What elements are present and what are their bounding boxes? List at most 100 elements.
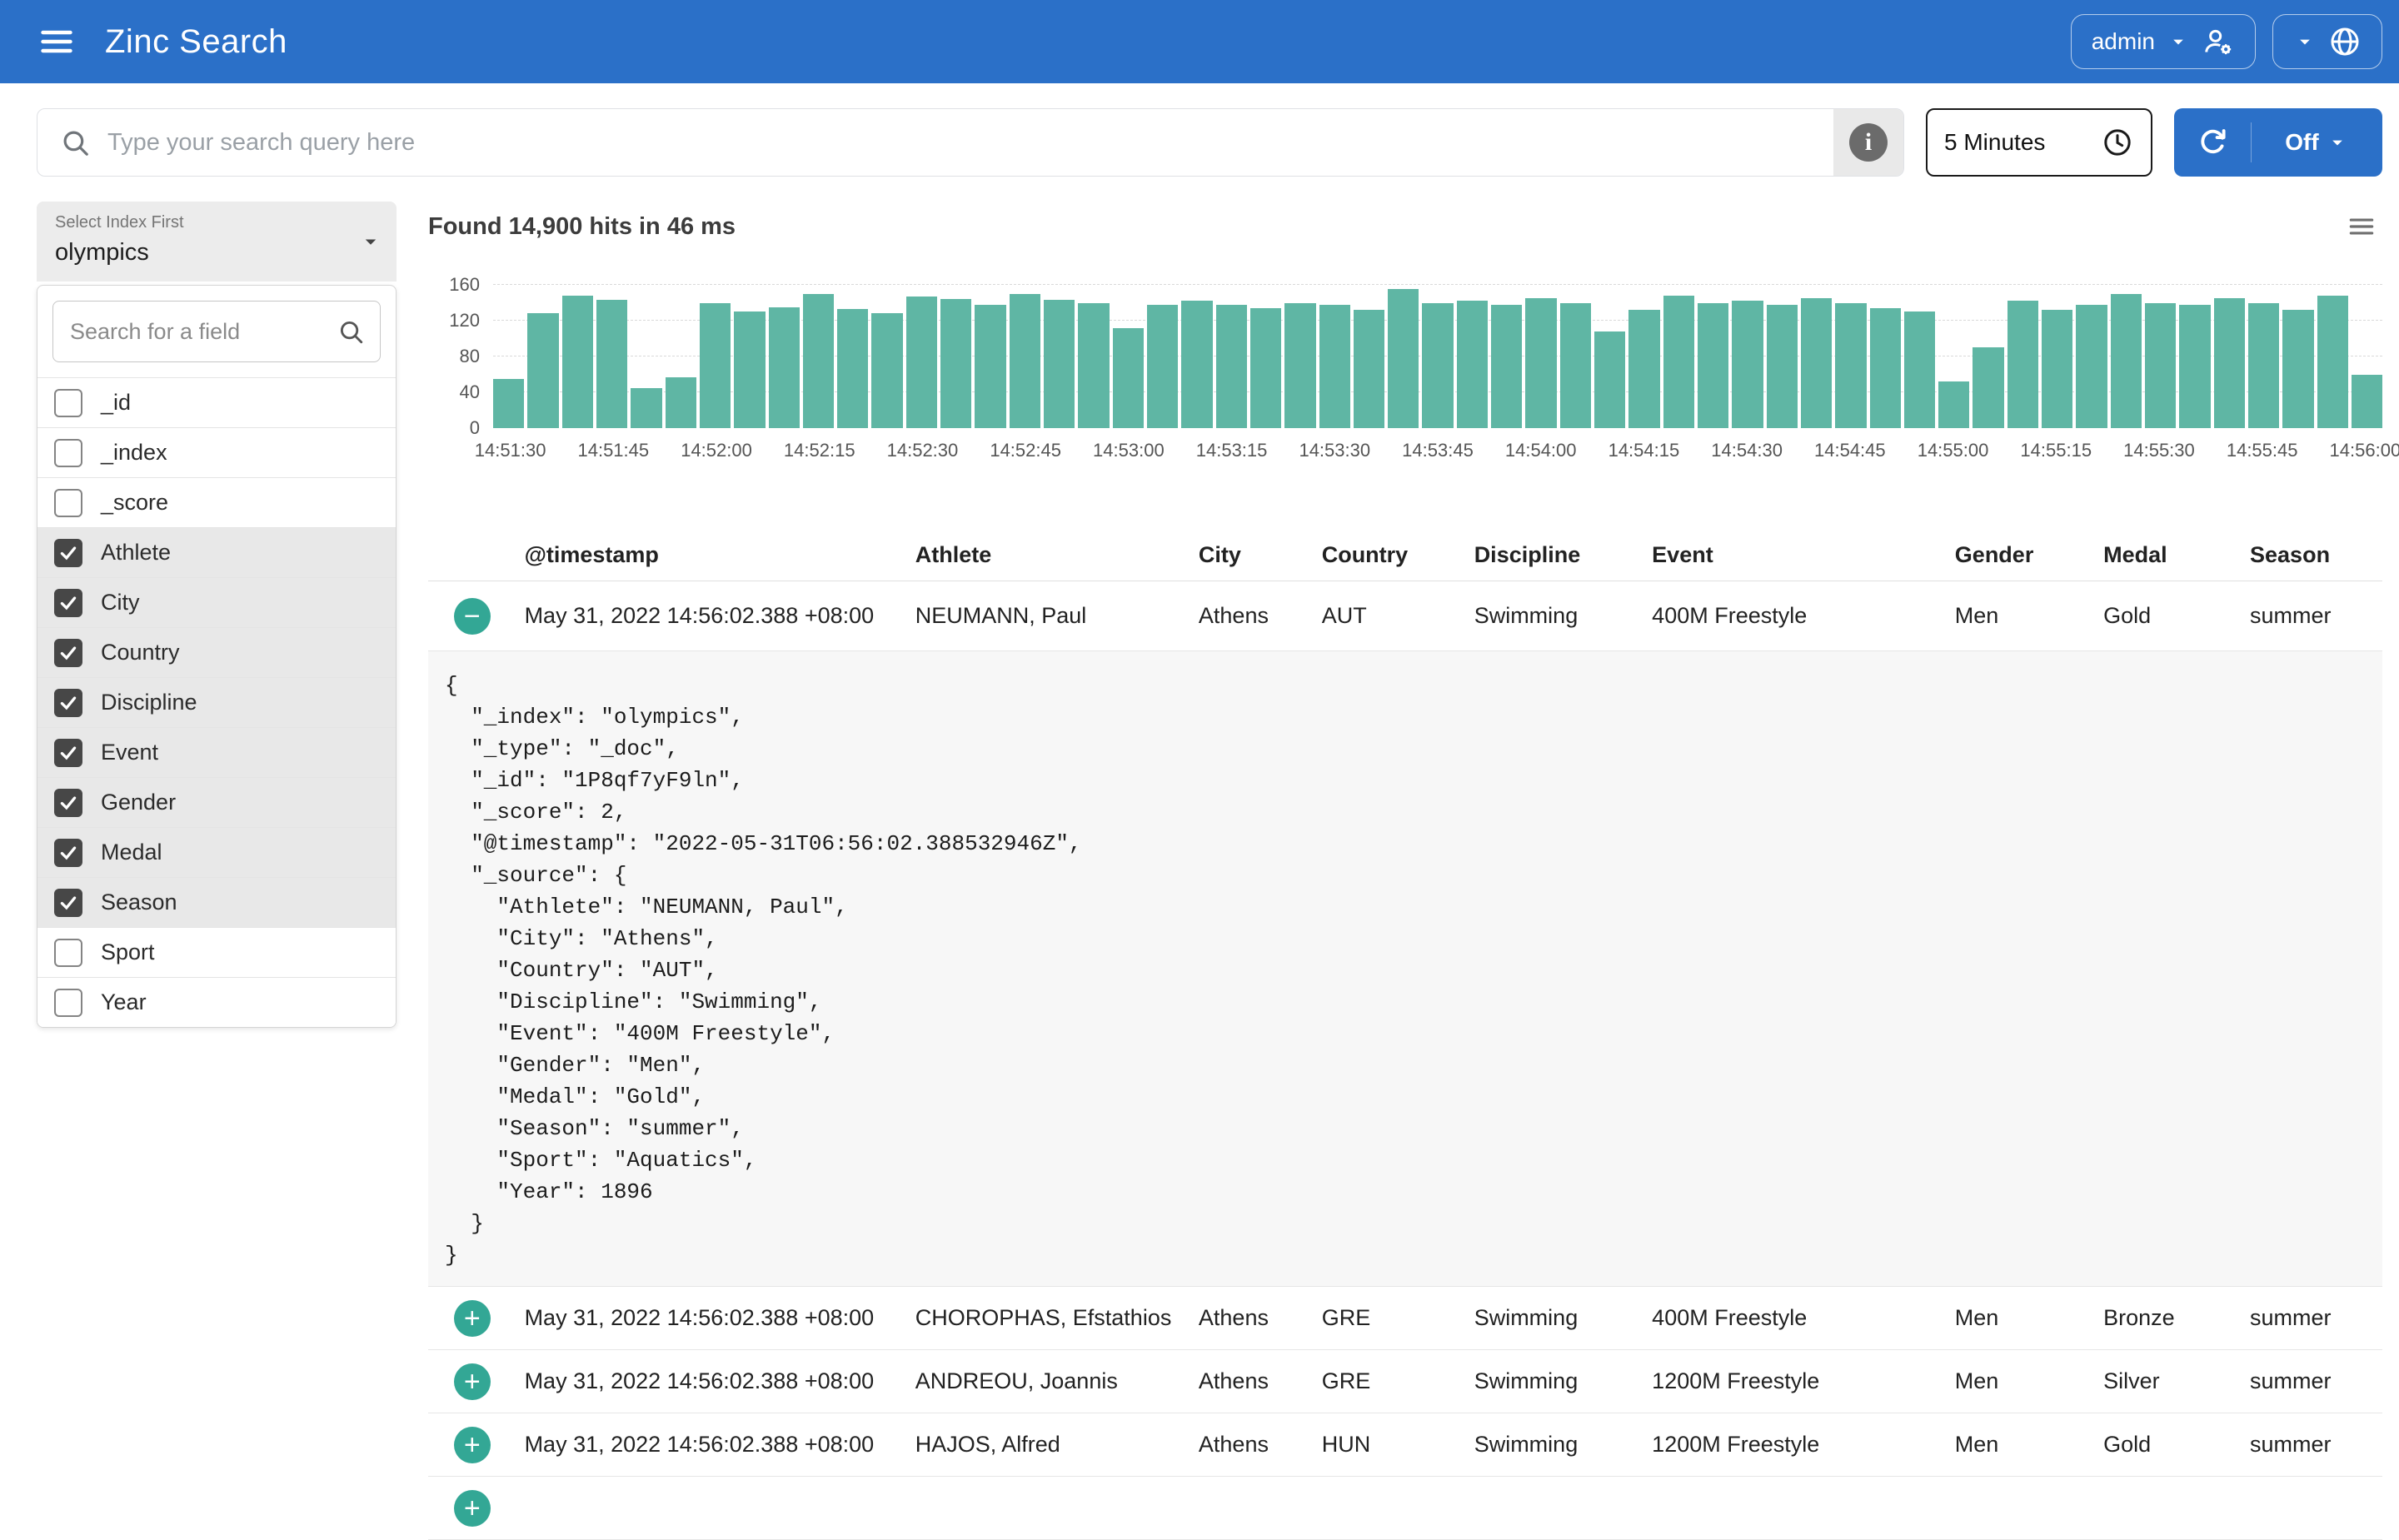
checkbox[interactable] — [54, 988, 82, 1017]
histogram-bar[interactable] — [527, 313, 559, 428]
checkbox[interactable] — [54, 388, 82, 417]
histogram-bar[interactable] — [631, 387, 662, 428]
histogram-bar[interactable] — [2110, 293, 2142, 428]
language-menu-button[interactable] — [2272, 14, 2382, 69]
histogram-bar[interactable] — [1181, 301, 1213, 428]
expand-row-button[interactable]: + — [453, 1299, 491, 1337]
histogram-bar[interactable] — [975, 304, 1006, 428]
histogram-bar[interactable] — [493, 378, 525, 428]
histogram-bar[interactable] — [2076, 304, 2107, 428]
field-item-Discipline[interactable]: Discipline — [37, 677, 396, 727]
refresh-button[interactable]: Off — [2174, 108, 2382, 177]
expand-row-button[interactable]: + — [453, 1489, 491, 1527]
cell-athlete: CHOROPHAS, Efstathios — [915, 1305, 1172, 1330]
histogram-bar[interactable] — [2282, 310, 2314, 428]
histogram-bar[interactable] — [1146, 304, 1179, 428]
histogram-bar[interactable] — [734, 311, 766, 428]
histogram-bar[interactable] — [1044, 300, 1075, 428]
checkbox[interactable] — [54, 738, 82, 767]
histogram-bar[interactable] — [1697, 302, 1729, 428]
auto-refresh-dropdown[interactable]: Off — [2252, 129, 2382, 156]
histogram-bar[interactable] — [768, 307, 800, 428]
histogram-bar[interactable] — [1525, 298, 1557, 428]
histogram-bar[interactable] — [1938, 381, 1970, 428]
histogram-bar[interactable] — [1388, 289, 1419, 428]
field-item-_id[interactable]: _id — [37, 377, 396, 427]
field-item-Sport[interactable]: Sport — [37, 927, 396, 977]
results-menu-icon[interactable] — [2341, 206, 2382, 247]
histogram-bar[interactable] — [665, 376, 696, 428]
histogram-bar[interactable] — [1112, 327, 1144, 428]
field-item-City[interactable]: City — [37, 577, 396, 627]
histogram-bar[interactable] — [1422, 302, 1454, 428]
menu-icon[interactable] — [30, 15, 83, 68]
histogram-bar[interactable] — [1903, 311, 1936, 428]
histogram-bar[interactable] — [2317, 295, 2348, 428]
histogram-bar[interactable] — [1559, 302, 1591, 428]
index-select[interactable]: Select Index First olympics — [37, 202, 397, 282]
histogram-bar[interactable] — [1628, 310, 1660, 428]
histogram-bar[interactable] — [1594, 331, 1626, 428]
checkbox[interactable] — [54, 788, 82, 817]
collapse-row-button[interactable]: − — [453, 597, 491, 635]
histogram-bar[interactable] — [2145, 302, 2177, 428]
field-item-Gender[interactable]: Gender — [37, 777, 396, 827]
histogram-bar[interactable] — [596, 300, 628, 428]
histogram-bar[interactable] — [802, 293, 835, 428]
field-search-input[interactable] — [68, 317, 337, 346]
field-item-Event[interactable]: Event — [37, 727, 396, 777]
search-input[interactable] — [91, 109, 1833, 176]
checkbox[interactable] — [54, 488, 82, 517]
histogram-bar[interactable] — [1663, 295, 1694, 428]
field-item-Country[interactable]: Country — [37, 627, 396, 677]
checkbox[interactable] — [54, 588, 82, 617]
checkbox[interactable] — [54, 438, 82, 467]
histogram-bar[interactable] — [1319, 304, 1350, 428]
field-item-Athlete[interactable]: Athlete — [37, 527, 396, 577]
histogram-bar[interactable] — [1973, 347, 2004, 428]
histogram-bar[interactable] — [2179, 304, 2211, 428]
toolbar: i 5 Minutes Off — [37, 108, 2382, 177]
histogram-bar[interactable] — [2042, 310, 2073, 428]
histogram-bar[interactable] — [1215, 304, 1247, 428]
histogram-bar[interactable] — [1284, 302, 1316, 428]
histogram-bar[interactable] — [837, 309, 869, 428]
histogram-bar[interactable] — [940, 299, 972, 428]
histogram-bar[interactable] — [1456, 301, 1489, 428]
histogram-bar[interactable] — [1732, 301, 1763, 428]
histogram-bar[interactable] — [871, 313, 903, 428]
histogram-bar[interactable] — [1491, 304, 1523, 428]
histogram-bar[interactable] — [699, 302, 731, 428]
time-range-select[interactable]: 5 Minutes — [1926, 108, 2152, 177]
checkbox[interactable] — [54, 888, 82, 917]
histogram-bar[interactable] — [2007, 301, 2039, 428]
checkbox[interactable] — [54, 638, 82, 667]
field-item-Medal[interactable]: Medal — [37, 827, 396, 877]
checkbox[interactable] — [54, 838, 82, 867]
search-syntax-info-button[interactable]: i — [1833, 109, 1903, 176]
histogram-bar[interactable] — [1009, 293, 1040, 428]
expand-row-button[interactable]: + — [453, 1363, 491, 1400]
field-item-Season[interactable]: Season — [37, 877, 396, 927]
user-menu-button[interactable]: admin — [2070, 14, 2256, 69]
histogram-bar[interactable] — [1800, 298, 1833, 428]
field-item-_index[interactable]: _index — [37, 427, 396, 477]
checkbox[interactable] — [54, 938, 82, 967]
histogram-bar[interactable] — [2213, 298, 2245, 428]
field-item-Year[interactable]: Year — [37, 977, 396, 1027]
histogram-bar[interactable] — [1249, 307, 1282, 428]
checkbox[interactable] — [54, 688, 82, 717]
histogram-bar[interactable] — [905, 296, 938, 428]
checkbox[interactable] — [54, 538, 82, 567]
histogram-bar[interactable] — [561, 295, 593, 428]
cell-discipline: Swimming — [1474, 1368, 1579, 1393]
histogram-bar[interactable] — [1078, 302, 1110, 428]
histogram-bar[interactable] — [2351, 374, 2383, 428]
expand-row-button[interactable]: + — [453, 1426, 491, 1463]
histogram-bar[interactable] — [1353, 310, 1385, 428]
histogram-bar[interactable] — [1766, 304, 1798, 428]
histogram-bar[interactable] — [1869, 307, 1901, 428]
histogram-bar[interactable] — [2247, 302, 2280, 428]
field-item-_score[interactable]: _score — [37, 477, 396, 527]
histogram-bar[interactable] — [1835, 302, 1867, 428]
